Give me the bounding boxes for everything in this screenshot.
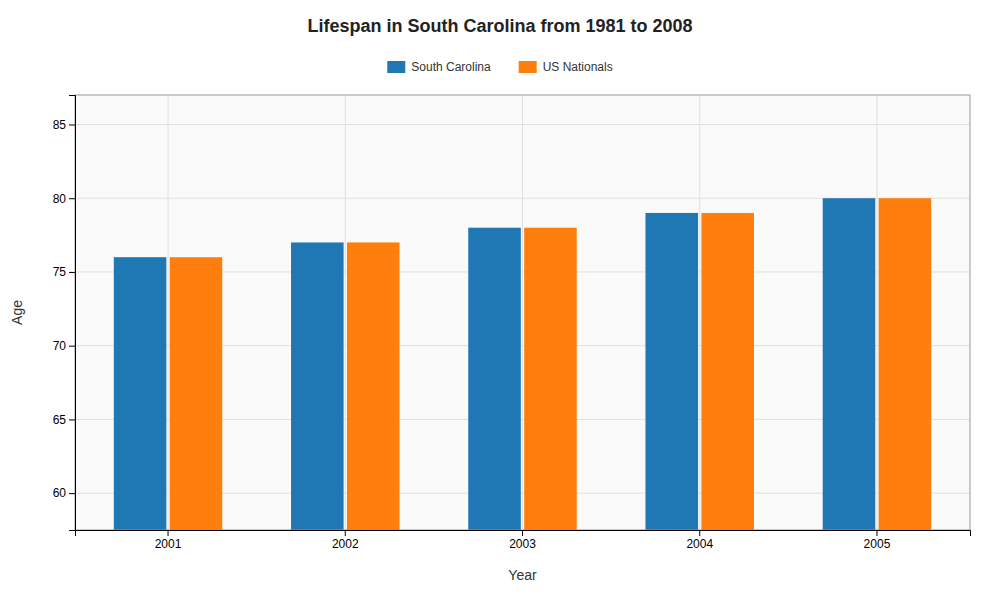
chart: 2001 2002 2003 2004 2005 60 65 70 75 80 85 Year Age L… [0, 0, 1000, 600]
bar [170, 257, 223, 530]
legend: South Carolina US Nationals [387, 60, 612, 74]
bar [823, 198, 876, 530]
x-tick-label: 2001 [155, 537, 182, 551]
grid-line-x [345, 95, 346, 530]
plot-background [75, 95, 970, 530]
y-tick-mark [69, 493, 75, 494]
x-tick-mark [345, 530, 346, 536]
legend-item: US Nationals [519, 60, 613, 74]
y-tick-mark [69, 272, 75, 273]
x-axis-line [76, 531, 971, 537]
x-tick-label: 2002 [332, 537, 359, 551]
legend-item: South Carolina [387, 60, 491, 74]
y-tick: 70 [53, 339, 75, 353]
x-tick: 2004 [686, 530, 713, 551]
y-tick: 75 [53, 265, 75, 279]
bar [114, 257, 167, 530]
bar [701, 213, 754, 530]
legend-swatch [519, 61, 537, 73]
title: Lifespan in South Carolina from 1981 to … [307, 16, 692, 36]
grid-line-x [876, 95, 877, 530]
y-tick-label: 70 [53, 339, 67, 353]
bar [645, 213, 698, 530]
bar [291, 242, 344, 530]
y-tick-label: 75 [53, 265, 67, 279]
bar-series [114, 198, 875, 530]
x-tick-label: 2005 [864, 537, 891, 551]
legend-label: US Nationals [543, 60, 613, 74]
bar [347, 242, 400, 530]
y-tick-mark [69, 198, 75, 199]
plot-frame [75, 95, 970, 530]
y-tick: 65 [53, 413, 75, 427]
x-tick-mark [699, 530, 700, 536]
y-tick-label: 85 [53, 118, 67, 132]
legend-swatch [387, 61, 405, 73]
x-tick-label: 2004 [686, 537, 713, 551]
x-axis: 2001 2002 2003 2004 2005 [76, 530, 971, 551]
bar-series [170, 198, 931, 530]
y-tick: 60 [53, 486, 75, 500]
grid [75, 95, 970, 530]
x-axis-title: Year [508, 567, 537, 583]
y-axis: 60 65 70 75 80 85 [53, 96, 76, 531]
y-tick-mark [69, 124, 75, 125]
y-tick-label: 65 [53, 413, 67, 427]
y-axis-line [69, 96, 76, 531]
x-tick-mark [876, 530, 877, 536]
grid-line-x [168, 95, 169, 530]
y-tick-mark [69, 419, 75, 420]
y-tick: 85 [53, 118, 75, 132]
y-tick-label: 60 [53, 486, 67, 500]
x-tick-mark [168, 530, 169, 536]
x-tick: 2003 [509, 530, 536, 551]
x-tick: 2001 [155, 530, 182, 551]
y-tick: 80 [53, 192, 75, 206]
x-tick: 2005 [864, 530, 891, 551]
y-tick-label: 80 [53, 192, 67, 206]
bar [524, 228, 577, 530]
grid-line-x [522, 95, 523, 530]
x-tick-label: 2003 [509, 537, 536, 551]
plot-area: 2001 2002 2003 2004 2005 60 65 70 75 80 85 [53, 95, 971, 551]
y-axis-title: Age [9, 300, 25, 325]
bars [114, 198, 931, 530]
x-tick-mark [522, 530, 523, 536]
grid-line-x [699, 95, 700, 530]
x-tick: 2002 [332, 530, 359, 551]
legend-label: South Carolina [411, 60, 491, 74]
bar [468, 228, 521, 530]
bar [879, 198, 932, 530]
y-tick-mark [69, 346, 75, 347]
